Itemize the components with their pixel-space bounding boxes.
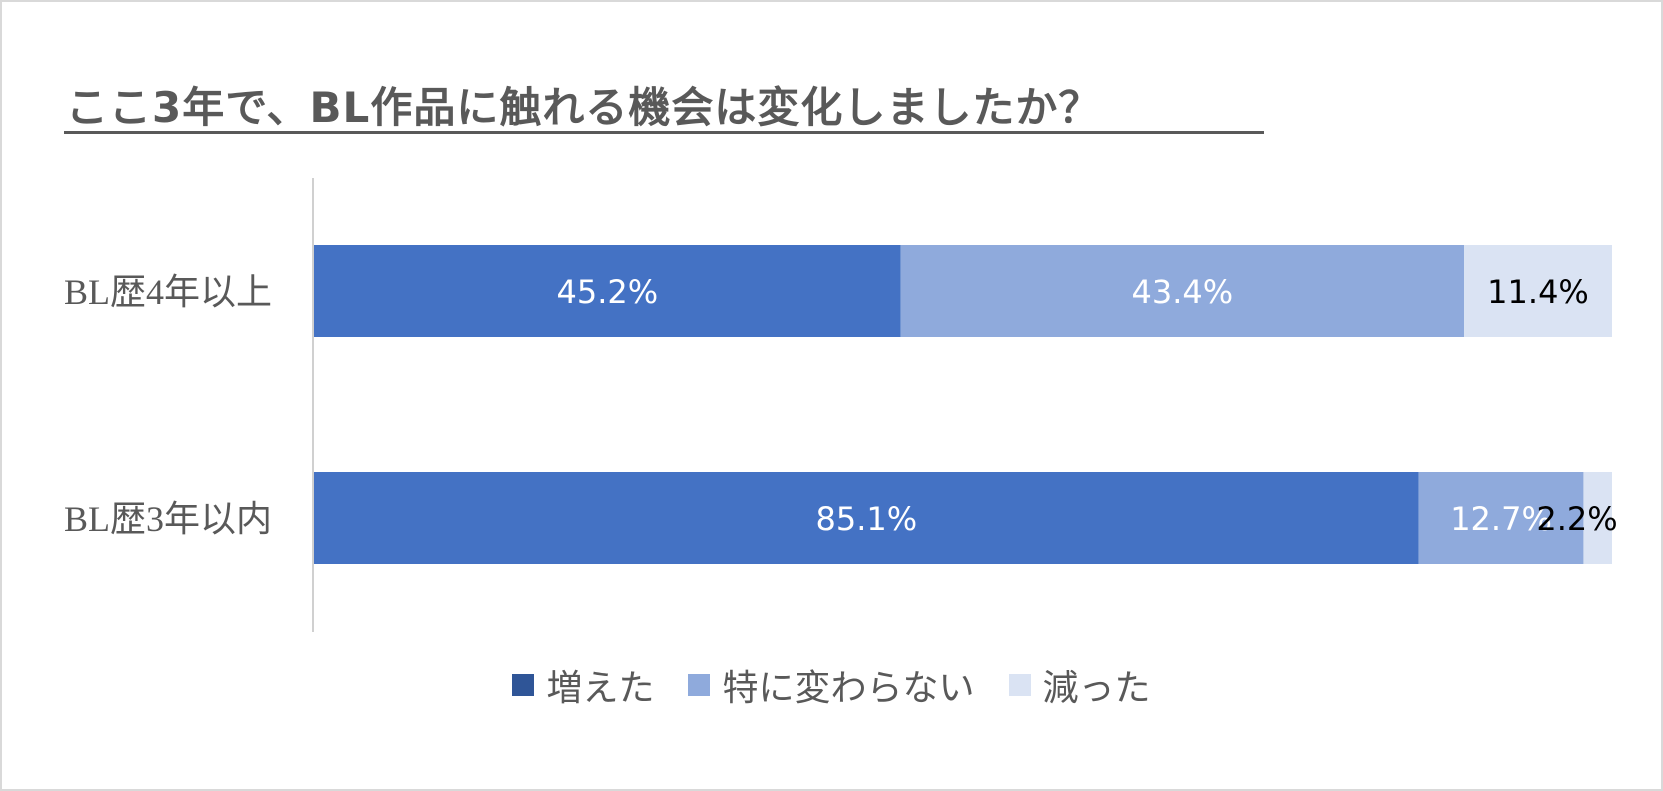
category-label: BL歴4年以上 <box>64 272 272 312</box>
legend-item-decreased: 減った <box>1008 659 1151 711</box>
legend-swatch <box>1008 674 1031 696</box>
category-label: BL歴3年以内 <box>64 499 272 539</box>
legend-item-no-change: 特に変わらない <box>688 659 975 711</box>
legend: 増えた 特に変わらない 減った <box>0 660 1663 710</box>
data-label-decreased: 11.4% <box>1487 273 1589 311</box>
legend-swatch <box>688 674 711 696</box>
bar-decreased <box>1583 472 1612 564</box>
legend-label: 特に変わらない <box>722 668 975 708</box>
legend-swatch <box>512 674 535 696</box>
legend-item-increased: 増えた <box>512 659 654 711</box>
bar-increased <box>314 472 1419 564</box>
bar-increased <box>314 245 901 337</box>
data-label-increased: 85.1% <box>815 500 917 538</box>
legend-label: 減った <box>1042 668 1151 708</box>
chart-title: ここ3年で、BL作品に触れる機会は変化しましたか？ <box>66 83 1102 132</box>
bar-no-change <box>1418 472 1584 564</box>
data-label-increased: 45.2% <box>557 273 659 311</box>
bar-no-change <box>900 245 1465 337</box>
title-underline <box>64 131 1264 134</box>
data-label-decreased: 2.2% <box>1536 500 1617 538</box>
legend-label: 増えた <box>546 668 655 708</box>
data-label-no-change: 43.4% <box>1132 273 1234 311</box>
data-label-no-change: 12.7% <box>1450 500 1552 538</box>
bar-decreased <box>1464 245 1612 337</box>
